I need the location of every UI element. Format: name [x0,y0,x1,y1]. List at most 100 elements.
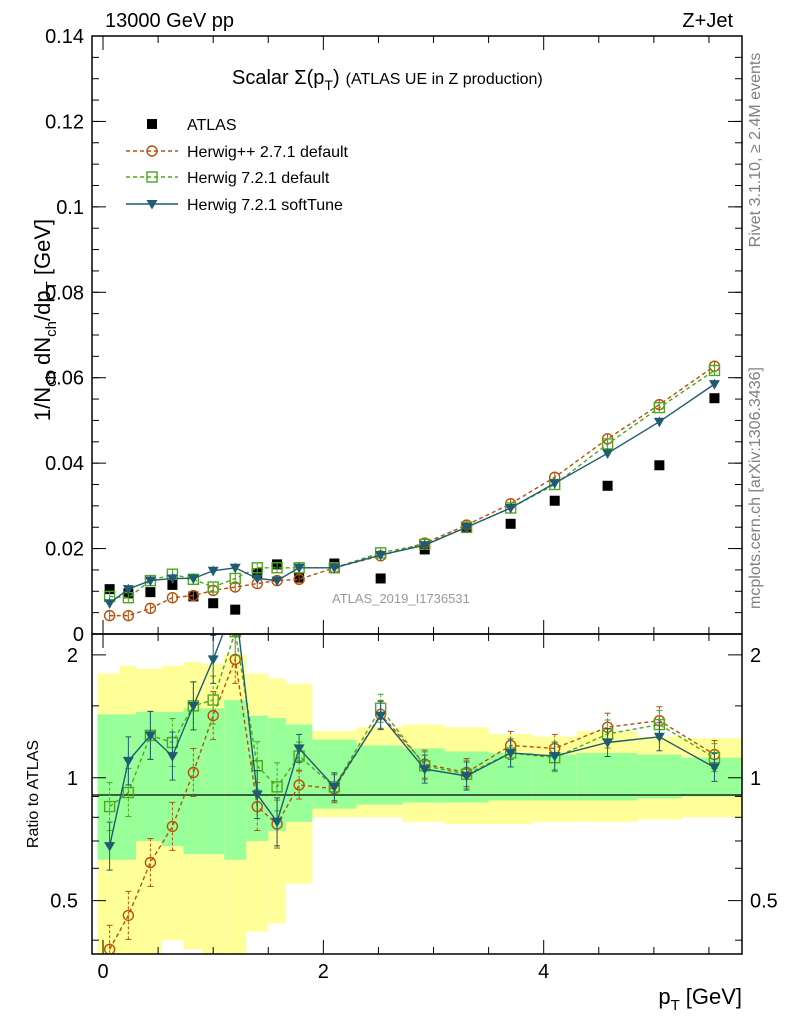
main-point [229,572,241,585]
legend-marker [147,119,157,129]
main-series-line [109,365,715,617]
main-ylabel: 1/Nch dNch/dpT [GeV] [30,219,60,421]
ratio-point [104,842,116,852]
ratio-bands [97,654,742,954]
main-point [461,523,473,533]
ratio-point [207,694,219,706]
main-point [187,589,200,602]
ratio-point [293,744,305,754]
ratio-x-tick-label: 4 [538,961,549,983]
main-point [375,550,387,561]
rivet-label: Rivet 3.1.10, ≥ 2.4M events [747,53,764,248]
uncertainty-band-inner [356,745,403,805]
main-series-line [109,383,715,604]
main-point [328,563,340,574]
ratio-y-tick-label: 1 [67,768,78,790]
ratio-y-ticks: 0.5 0.5 1 1 2 2 [50,645,778,941]
main-point [122,585,134,595]
ratio-point [187,766,200,779]
ratio-point [207,655,219,665]
main-point [271,576,283,587]
ratio-point [328,782,340,793]
main-point [104,599,116,609]
main-point [708,364,721,377]
main-y-tick-label: 0.12 [45,111,84,133]
ratio-x-tick-label: 0 [97,961,108,983]
main-point [122,609,135,622]
uncertainty-band-inner [97,714,120,860]
main-point [187,574,199,584]
main-point [271,562,283,574]
uncertainty-band-inner [576,752,638,801]
ratio-point [708,763,720,773]
ratio-point [166,752,178,762]
ratio-point [122,756,134,767]
ratio-point [166,820,179,833]
mcplots-label: mcplots.cern.ch [arXiv:1306.3436] [747,367,764,609]
ratio-y-tick-label-right: 0.5 [750,891,778,913]
ratio-y-tick-label: 2 [67,645,78,667]
ratio-point [271,781,283,793]
header-right: Z+Jet [682,10,733,32]
ratio-point [144,856,157,869]
legend-marker [146,171,158,183]
ratio-point [103,800,116,813]
ratio-x-ticks: 0 2 4 [97,634,710,983]
main-point [375,573,386,584]
ratio-y-tick-label-right: 2 [750,645,761,667]
ratio-point [419,765,431,775]
ratio-xlabel: pT [GeV] [658,984,742,1014]
main-point [505,518,516,529]
main-point [549,479,561,489]
ratio-point [251,790,263,800]
header-left: 13000 GeV pp [105,10,234,32]
main-y-tick-label: 0.14 [45,26,84,48]
main-point [104,584,115,595]
ratio-point [207,709,219,722]
ratio-point [653,732,665,743]
ratio-y-tick-label: 0.5 [50,891,78,913]
main-point [653,401,666,414]
main-point [208,598,219,609]
main-point [709,393,720,404]
ratio-point [271,817,283,828]
ratio-point [293,779,305,791]
main-series [103,360,721,622]
main-y-tick-label: 0.04 [45,453,84,475]
main-point [293,563,305,574]
main-point [251,574,263,584]
main-point [602,480,613,491]
ratio-point [122,909,135,922]
main-point [144,602,157,615]
uncertainty-band-inner [136,711,162,841]
uncertainty-band-inner [637,754,682,799]
main-point [103,609,116,622]
main-panel: 0 0.02 0.04 0.06 0.08 0.1 0.12 0.14 1/Nch dNch/… [30,26,743,646]
main-point [229,563,241,574]
main-point [167,579,178,590]
main-point [207,566,219,577]
main-point [144,576,156,587]
main-point [653,417,665,428]
ratio-x-tick-label: 2 [318,961,329,983]
main-y-ticks: 0 0.02 0.04 0.06 0.08 0.1 0.12 0.14 [45,26,742,646]
legend-marker [146,145,158,157]
main-y-tick-label: 0 [73,624,84,646]
main-point [549,495,560,506]
main-point [166,591,179,604]
main-y-tick-label: 0.06 [45,368,84,390]
ratio-y-tick-label-right: 1 [750,768,761,790]
uncertainty-band-inner [402,748,445,803]
ratio-point [375,711,387,722]
uncertainty-band-inner [202,708,225,855]
legend-marker [146,200,158,210]
legend-label: Herwig 7.2.1 default [187,170,330,187]
ratio-ylabel: Ratio to ATLAS [25,740,42,848]
ratio-panel: 0.5 0.5 1 1 2 2 0 2 4 Ratio to ATLAS pT [GeV] [25,633,778,1014]
ratio-point [461,771,473,782]
legend: ATLAS Herwig++ 2.7.1 default Herwig 7.2.1 … [126,117,349,214]
ratio-point [122,786,135,799]
ratio-point [144,731,156,741]
watermark: ATLAS_2019_I1736531 [332,591,470,606]
